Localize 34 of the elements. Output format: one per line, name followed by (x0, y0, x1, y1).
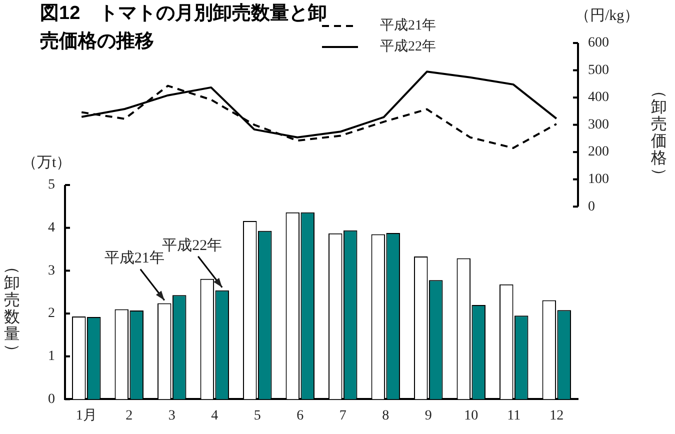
x-tick-label: 4 (211, 408, 218, 424)
annotation: 平成21年 (104, 250, 164, 267)
x-tick-label: 3 (168, 408, 176, 424)
x-tick-label: 6 (296, 408, 304, 424)
text: （円/kg） (575, 8, 640, 24)
y-tick-label: 200 (588, 144, 609, 160)
y-axis-title: （卸売数量） (3, 258, 21, 360)
chart-title: 図12 トマトの月別卸売数量と卸売価格の推移 (40, 2, 328, 54)
y-tick-label: 400 (588, 90, 609, 106)
x-tick-label: 12 (550, 408, 564, 424)
x-tick-label: 5 (254, 408, 261, 424)
legend-label: 平成22年 (380, 38, 436, 55)
x-tick-label: 8 (382, 408, 390, 424)
x-tick-label: 1月 (76, 408, 97, 424)
y-tick-label: 100 (588, 172, 609, 188)
x-tick-label: 2 (126, 408, 133, 424)
annotation: （万t） (22, 154, 72, 171)
y-tick-label: 5 (48, 178, 55, 193)
y-tick-label: 2 (48, 306, 55, 322)
y-tick-label: 1 (48, 349, 55, 364)
x-tick-label: 11 (507, 408, 521, 424)
annotation: 平成22年 (162, 236, 222, 254)
y-tick-label: 500 (588, 62, 609, 78)
y-tick-label: 300 (588, 117, 609, 132)
x-tick-label: 9 (424, 408, 432, 424)
x-tick-label: 10 (464, 408, 478, 424)
y-tick-label: 0 (48, 392, 55, 407)
y-axis-title: （卸売価格） (650, 82, 668, 184)
y-tick-label: 4 (48, 220, 55, 236)
legend-label: 平成21年 (380, 18, 436, 34)
y-tick-label: 0 (588, 199, 595, 214)
x-tick-label: 7 (339, 408, 346, 424)
y-tick-label: 3 (48, 263, 55, 278)
y-tick-label: 600 (588, 36, 609, 51)
